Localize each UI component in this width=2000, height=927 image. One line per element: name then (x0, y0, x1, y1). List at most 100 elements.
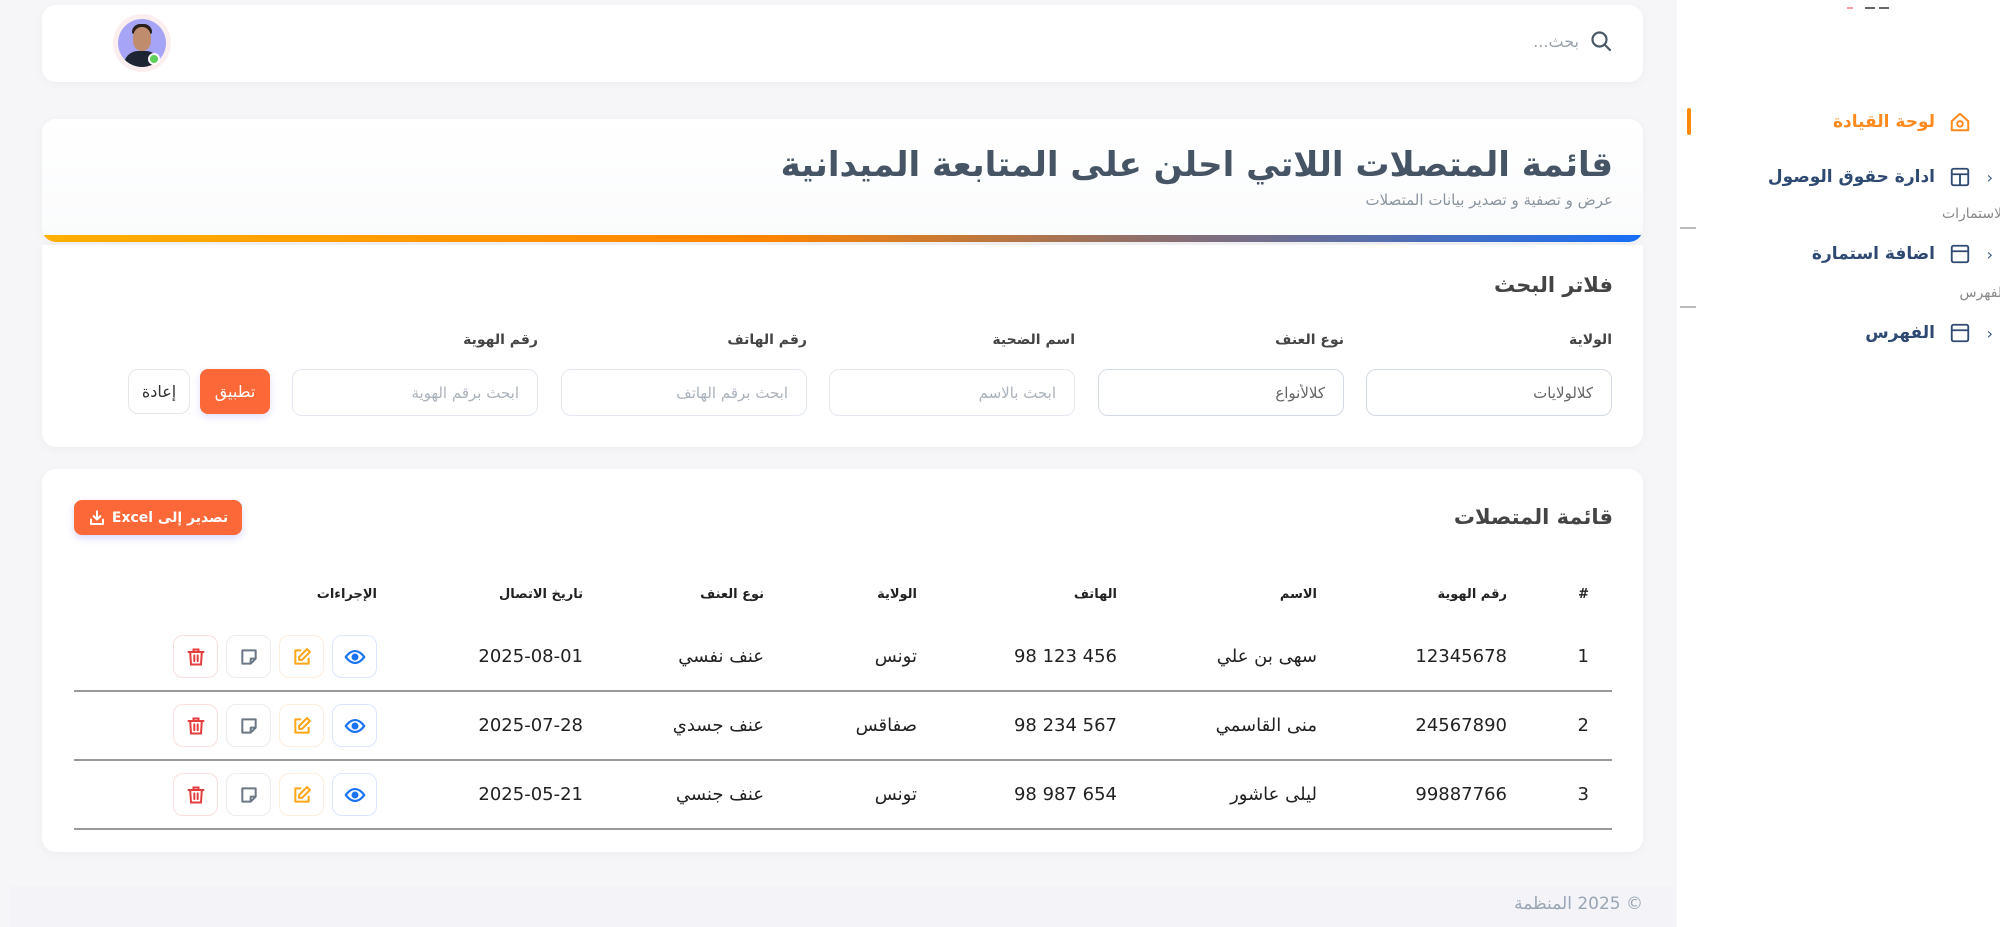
actions-cell (74, 773, 400, 816)
chevron-left-icon: ‹ (1986, 323, 1993, 343)
eye-icon (344, 649, 365, 664)
actions-cell (74, 704, 400, 747)
view-button[interactable] (332, 635, 377, 678)
edit-button[interactable] (279, 635, 324, 678)
sticky-note-icon (240, 717, 257, 734)
sticky-note-icon (240, 786, 257, 803)
edit-button[interactable] (279, 704, 324, 747)
row-number-cell: 3 (1577, 784, 1589, 805)
window-icon (1949, 322, 1971, 344)
apply-button[interactable]: تطبيق (200, 369, 270, 414)
filter-label-phone: رقم الهاتف (727, 332, 807, 348)
logo-fragment (1865, 7, 1875, 9)
reset-button[interactable]: إعادة (128, 369, 190, 414)
delete-button[interactable] (173, 704, 218, 747)
search-box[interactable]: بحث... (1533, 29, 1613, 53)
export-excel-label: تصدير إلى Excel (111, 509, 229, 526)
id-number-input[interactable] (292, 369, 538, 416)
sidebar-item-label: ادارة حقوق الوصول (1767, 167, 1935, 187)
sidebar-item-add-form[interactable]: ‹ اضافة استمارة (1700, 236, 2000, 272)
avatar[interactable] (118, 19, 166, 67)
violence-type-cell: عنف جسدي (672, 715, 764, 736)
edit-icon (293, 647, 311, 665)
home-icon (1949, 111, 1971, 133)
layout-icon (1949, 166, 1971, 188)
sidebar-section-forms: الاستمارات (1941, 206, 2000, 222)
download-icon (89, 509, 104, 525)
sidebar-item-access-rights[interactable]: ‹ ادارة حقوق الوصول (1700, 159, 2000, 195)
section-divider (1680, 306, 1696, 308)
phone-cell: 98 987 654 (1013, 784, 1117, 805)
call-date-cell: 2025-08-01 (478, 646, 583, 667)
page-subtitle: عرض و تصفية و تصدير بيانات المتصلات (1365, 191, 1613, 209)
logo-fragment (1879, 7, 1889, 9)
call-date-cell: 2025-07-28 (478, 715, 583, 736)
eye-icon (344, 718, 365, 733)
state-cell: تونس (874, 784, 917, 805)
sidebar-item-label: الفهرس (1865, 323, 1935, 343)
id-number-cell: 99887766 (1415, 784, 1507, 805)
column-header: الولاية (877, 586, 917, 602)
id-number-cell: 12345678 (1415, 646, 1507, 667)
logo-fragment (1847, 7, 1853, 9)
chevron-left-icon: ‹ (1986, 244, 1993, 264)
sidebar-item-index[interactable]: ‹ الفهرس (1700, 315, 2000, 351)
note-button[interactable] (226, 635, 271, 678)
column-header: نوع العنف (700, 586, 764, 602)
gradient-divider (42, 235, 1643, 242)
row-number-cell: 2 (1577, 715, 1589, 736)
page-header: قائمة المتصلات اللاتي احلن على المتابعة … (42, 119, 1643, 242)
note-button[interactable] (226, 704, 271, 747)
eye-icon (344, 787, 365, 802)
footer: © 2025 المنظمة (10, 886, 1675, 927)
caller-name-cell: سهى بن علي (1216, 646, 1317, 667)
filter-label-victim-name: اسم الضحية (992, 332, 1075, 348)
search-placeholder[interactable]: بحث... (1533, 31, 1579, 51)
chevron-left-icon: ‹ (1986, 167, 1993, 187)
export-excel-button[interactable]: تصدير إلى Excel (74, 500, 242, 535)
filters-panel: فلاتر البحث الولاية نوع العنف اسم الضحية… (42, 245, 1643, 447)
table-row: 2 24567890 منى القاسمي 98 234 567 صفاقس عنف ج… (74, 692, 1612, 761)
table-row: 3 99887766 ليلى عاشور 98 987 654 تونس عنف جنس… (74, 761, 1612, 830)
sidebar-item-label: اضافة استمارة (1811, 244, 1935, 264)
state-cell: تونس (874, 646, 917, 667)
copyright-text: © 2025 المنظمة (1514, 894, 1643, 914)
caller-name-cell: منى القاسمي (1215, 715, 1317, 736)
sidebar-item-label: لوحة القيادة (1832, 112, 1935, 132)
phone-input[interactable] (561, 369, 807, 416)
column-header: الإجراءات (316, 586, 377, 602)
violence-type-select[interactable] (1098, 369, 1344, 416)
table-title: قائمة المتصلات (1453, 505, 1613, 529)
trash-icon (187, 648, 204, 665)
column-header: رقم الهوية (1437, 586, 1507, 602)
section-divider (1680, 227, 1696, 229)
delete-button[interactable] (173, 635, 218, 678)
sidebar-item-dashboard[interactable]: لوحة القيادة (1700, 104, 2000, 140)
callers-table: # رقم الهوية الاسم الهاتف الولاية نوع ال… (74, 565, 1612, 830)
delete-button[interactable] (173, 773, 218, 816)
note-button[interactable] (226, 773, 271, 816)
victim-name-input[interactable] (829, 369, 1075, 416)
top-bar: بحث... (42, 5, 1643, 82)
filters-title: فلاتر البحث (1494, 273, 1613, 297)
violence-type-cell: عنف جنسي (675, 784, 764, 805)
window-icon (1949, 243, 1971, 265)
sidebar-section-index: الفهرس (1959, 285, 2000, 301)
table-row: 1 12345678 سهى بن علي 98 123 456 تونس عنف نفس… (74, 623, 1612, 692)
state-cell: صفاقس (855, 715, 917, 736)
filter-label-id: رقم الهوية (463, 332, 538, 348)
search-icon (1591, 31, 1612, 52)
id-number-cell: 24567890 (1415, 715, 1507, 736)
call-date-cell: 2025-05-21 (478, 784, 583, 805)
view-button[interactable] (332, 704, 377, 747)
active-indicator (1687, 108, 1691, 135)
caller-name-cell: ليلى عاشور (1230, 784, 1317, 805)
column-header: # (1578, 586, 1589, 602)
table-header-row: # رقم الهوية الاسم الهاتف الولاية نوع ال… (74, 565, 1612, 623)
view-button[interactable] (332, 773, 377, 816)
column-header: تاريخ الاتصال (498, 586, 583, 602)
callers-table-card: قائمة المتصلات تصدير إلى Excel # رقم اله… (42, 469, 1643, 852)
row-number-cell: 1 (1577, 646, 1589, 667)
state-select[interactable] (1366, 369, 1612, 416)
edit-button[interactable] (279, 773, 324, 816)
